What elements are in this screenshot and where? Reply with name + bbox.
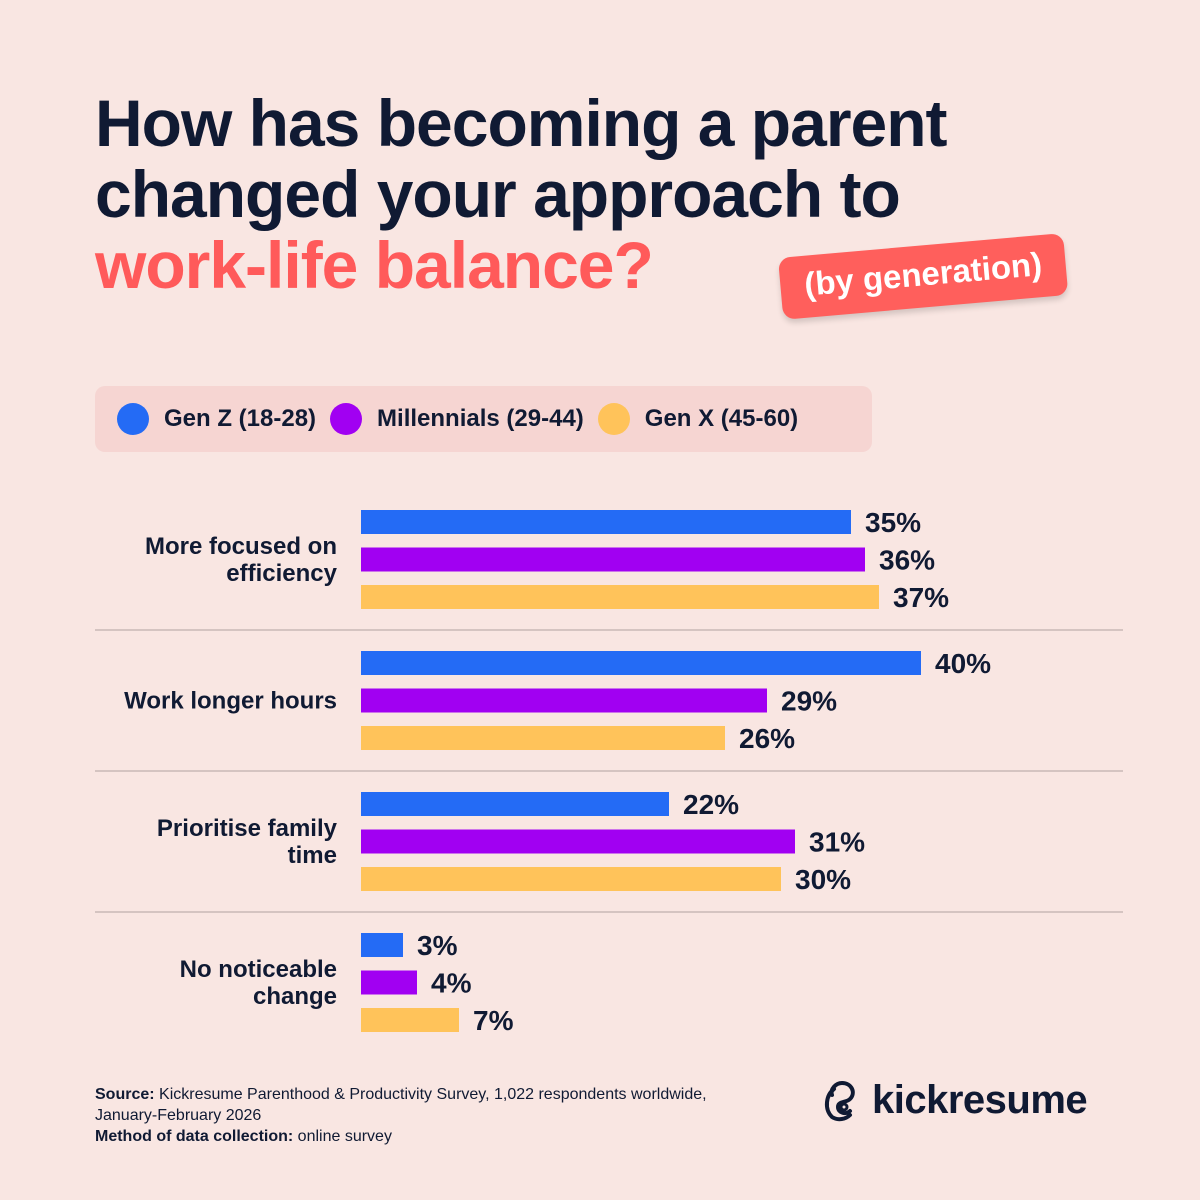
data-label: 22%	[683, 789, 739, 820]
data-label: 7%	[473, 1005, 514, 1036]
legend-dot	[597, 403, 630, 435]
bar	[361, 933, 403, 957]
bar	[361, 726, 725, 750]
method-label: Method of data collection:	[95, 1128, 294, 1145]
bar	[361, 829, 795, 854]
kickresume-logo-icon	[825, 1080, 855, 1121]
kickresume-logo: kickresume	[820, 1078, 1088, 1123]
legend-item-gen-x: Gen X (45-60)	[597, 403, 799, 435]
bar	[361, 547, 865, 572]
data-label: 30%	[795, 864, 851, 895]
bar	[361, 970, 417, 995]
bar	[361, 1008, 459, 1032]
title-line-3: work-life balance?	[95, 228, 654, 302]
source-text: Kickresume Parenthood & Productivity Sur…	[159, 1086, 707, 1103]
method-text: online survey	[297, 1128, 392, 1145]
source-date: January-February 2026	[95, 1107, 262, 1124]
footer: Source: Kickresume Parenthood & Producti…	[95, 1084, 707, 1147]
legend-label: Millennials (29-44)	[377, 405, 584, 432]
source-label: Source:	[95, 1086, 155, 1103]
title-line-1: How has becoming a parent	[95, 86, 947, 160]
bar	[361, 510, 851, 534]
legend-label: Gen Z (18-28)	[164, 405, 317, 432]
data-label: 31%	[809, 827, 865, 858]
bar	[361, 792, 669, 816]
category-label: More focused on efficiency	[145, 533, 338, 587]
bar	[361, 651, 921, 675]
data-label: 37%	[893, 582, 949, 613]
data-label: 35%	[865, 507, 921, 538]
data-label: 29%	[781, 686, 837, 717]
data-label: 36%	[879, 545, 935, 576]
legend-item-millennials: Millennials (29-44)	[330, 403, 584, 435]
bar	[361, 688, 767, 713]
category-label: No noticeable change	[180, 956, 337, 1010]
legend-dot	[117, 403, 149, 435]
category-label: Work longer hours	[124, 688, 337, 715]
bar	[361, 585, 879, 609]
legend-label: Gen X (45-60)	[644, 405, 799, 432]
category-label: Prioritise family time	[157, 815, 338, 869]
data-label: 3%	[417, 930, 458, 961]
legend-item-gen-z: Gen Z (18-28)	[117, 403, 316, 435]
data-label: 4%	[431, 968, 472, 999]
title-line-2: changed your approach to	[95, 157, 901, 231]
legend: Gen Z (18-28) Millennials (29-44) Gen X …	[95, 386, 872, 452]
legend-dot	[330, 403, 363, 435]
bar	[361, 867, 781, 891]
page-title: How has becoming a parent changed your a…	[95, 88, 947, 301]
data-label: 40%	[935, 648, 991, 679]
data-label: 26%	[739, 723, 795, 754]
logo-text: kickresume	[872, 1078, 1088, 1122]
